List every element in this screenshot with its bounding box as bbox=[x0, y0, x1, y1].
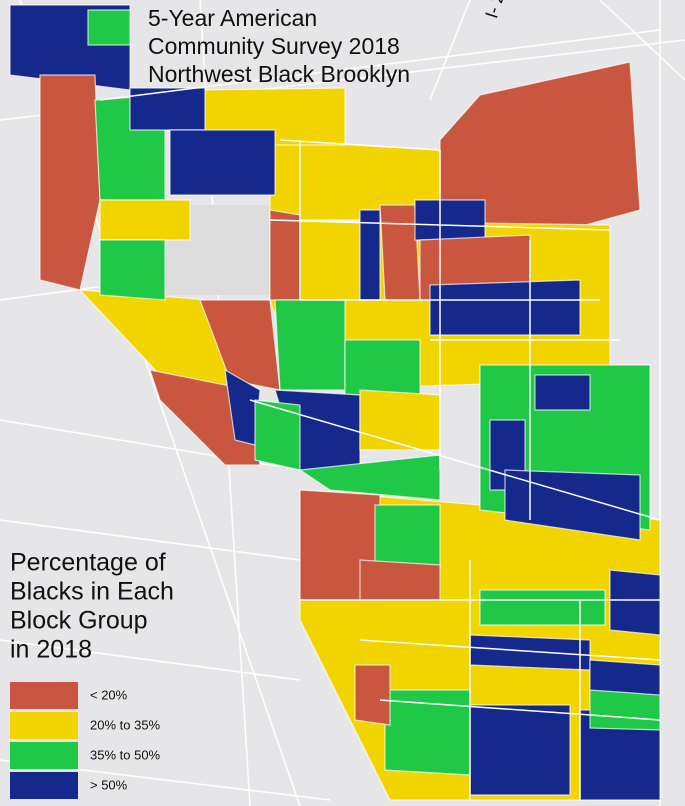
legend-title-line: Percentage of bbox=[10, 549, 166, 577]
block-group bbox=[169, 129, 276, 196]
block-group bbox=[374, 504, 441, 571]
block-group bbox=[274, 299, 346, 391]
legend-swatch bbox=[10, 742, 78, 769]
block-group bbox=[269, 209, 301, 301]
block-groups bbox=[9, 4, 661, 801]
legend: < 20% 20% to 35% 35% to 50% > 50% bbox=[10, 682, 161, 799]
block-group bbox=[589, 689, 661, 731]
block-group bbox=[344, 339, 421, 396]
title-line: Community Survey 2018 bbox=[148, 33, 400, 59]
block-group bbox=[504, 469, 641, 541]
block-group bbox=[469, 634, 591, 671]
block-group bbox=[254, 399, 301, 471]
legend-title-line: in 2018 bbox=[10, 636, 92, 664]
block-group bbox=[39, 74, 101, 291]
street bbox=[99, 29, 661, 800]
block-group bbox=[298, 454, 441, 501]
block-group bbox=[99, 239, 166, 301]
block-group bbox=[414, 199, 486, 241]
block-group bbox=[479, 589, 606, 626]
block-group bbox=[469, 704, 571, 796]
block-group bbox=[359, 559, 441, 601]
foreground-streets bbox=[99, 29, 661, 800]
block-group bbox=[534, 374, 591, 411]
legend-title-line: Blacks in Each bbox=[10, 578, 174, 606]
legend-title-line: Block Group bbox=[10, 607, 148, 635]
legend-swatch bbox=[10, 712, 78, 739]
legend-swatch bbox=[10, 682, 78, 709]
legend-label: 20% to 35% bbox=[90, 717, 161, 732]
title-line: 5-Year American bbox=[148, 5, 317, 31]
block-group bbox=[609, 569, 661, 636]
block-group bbox=[429, 279, 581, 336]
legend-label: < 20% bbox=[90, 687, 128, 702]
block-group bbox=[354, 664, 391, 726]
block-group bbox=[99, 199, 191, 241]
block-group bbox=[379, 204, 421, 301]
legend-label: 35% to 50% bbox=[90, 747, 161, 762]
block-group bbox=[87, 9, 131, 46]
title-line: Northwest Black Brooklyn bbox=[148, 61, 410, 87]
legend-swatch bbox=[10, 772, 78, 799]
block-group bbox=[359, 389, 441, 451]
legend-label: > 50% bbox=[90, 777, 128, 792]
